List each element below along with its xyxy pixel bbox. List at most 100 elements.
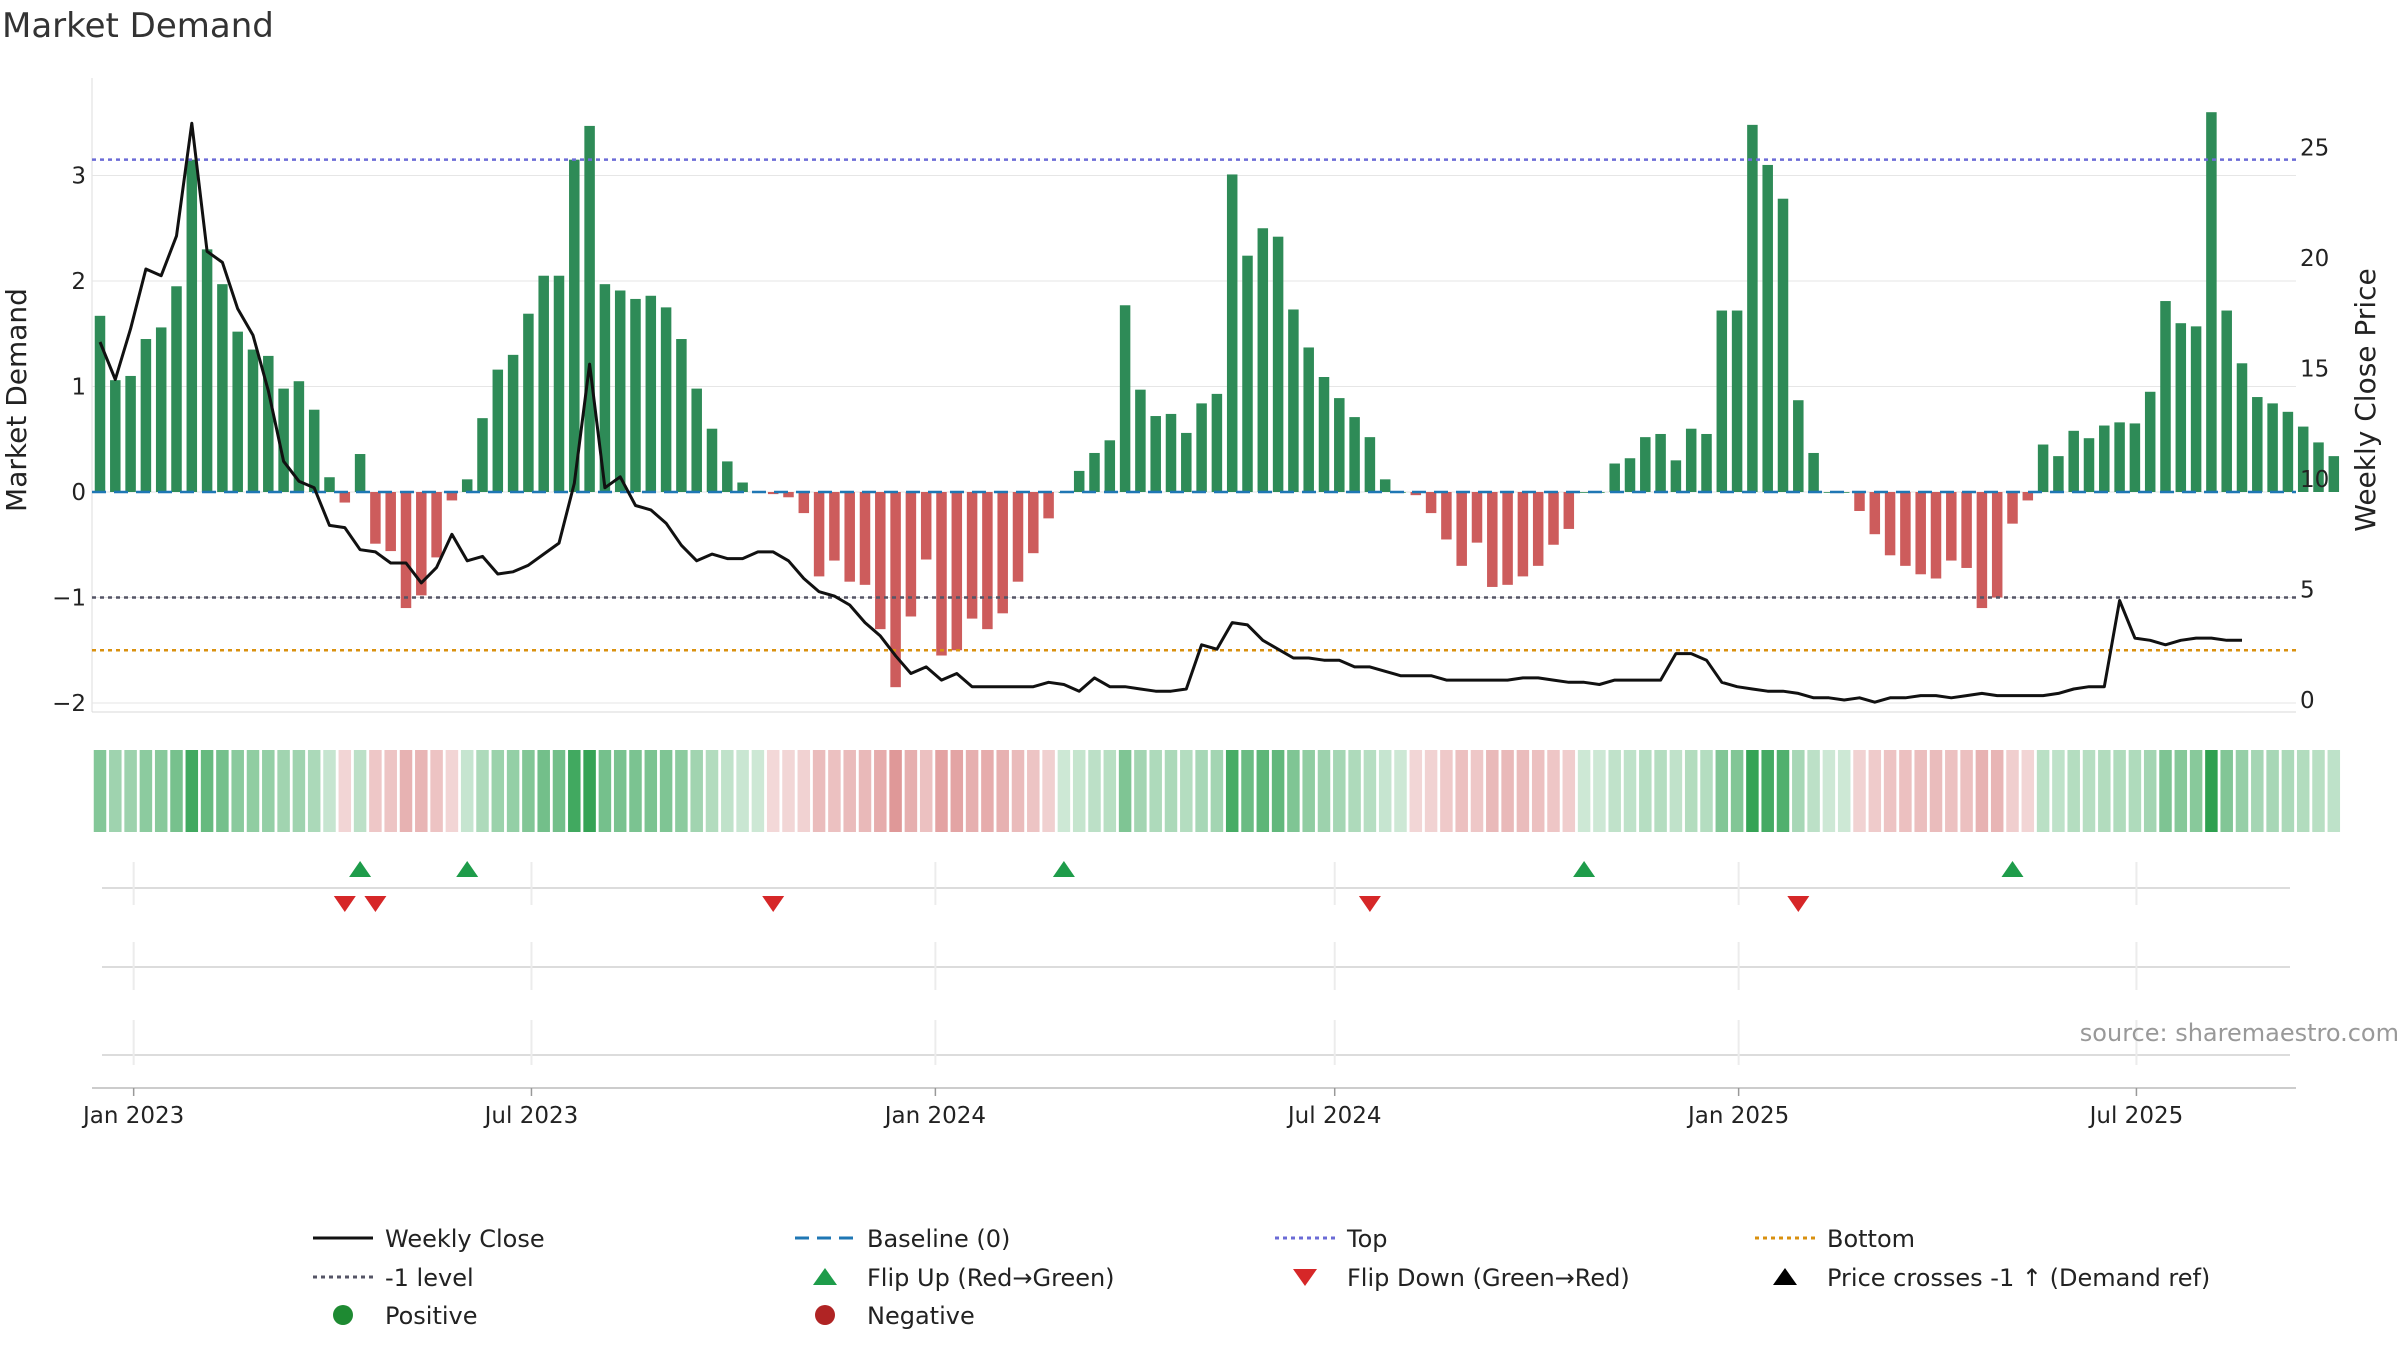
strip-cell (583, 750, 596, 832)
demand-bar (1747, 124, 1758, 493)
strip-cell (874, 750, 887, 832)
legend-label: Price crosses -1 ↑ (Demand ref) (1827, 1264, 2210, 1292)
strip-cell (2159, 750, 2172, 832)
demand-bar (737, 482, 748, 492)
demand-bar (783, 492, 794, 498)
demand-bar (1073, 470, 1085, 492)
strip-cell (736, 750, 749, 832)
strip-cell (613, 750, 627, 832)
strip-cell (1118, 750, 1132, 832)
x-tick-label: Jul 2025 (2088, 1103, 2184, 1129)
demand-bar (1640, 437, 1651, 492)
demand-bar (125, 375, 136, 492)
demand-bar (2236, 363, 2248, 492)
demand-bar (2099, 425, 2110, 492)
demand-bar (1655, 433, 1666, 492)
demand-bar (676, 339, 687, 492)
demand-bar (155, 327, 167, 492)
strip-cell (1730, 750, 1744, 832)
strip-cell (1654, 750, 1667, 832)
demand-bar (706, 428, 718, 492)
demand-bar (2297, 426, 2309, 492)
demand-bar (1441, 492, 1452, 540)
strip-cell (246, 750, 260, 832)
demand-bar (385, 492, 396, 552)
strip-cell (430, 750, 443, 832)
strip-cell (751, 750, 765, 832)
demand-bar (293, 381, 305, 492)
demand-bar (1150, 416, 1161, 492)
y-tick-label: 0 (71, 480, 86, 506)
demand-bar (1793, 400, 1804, 492)
demand-bar (1701, 433, 1712, 492)
strip-cell (445, 750, 459, 832)
demand-bar (569, 159, 580, 493)
strip-cell (1776, 750, 1790, 832)
demand-bar (2053, 456, 2064, 492)
strip-cell (460, 750, 474, 832)
demand-bar (951, 492, 963, 651)
demand-bar (1272, 236, 1284, 492)
strip-cell (2266, 750, 2279, 832)
demand-bar (507, 354, 519, 492)
strip-cell (889, 750, 902, 832)
demand-bar (798, 492, 810, 514)
strip-cell (1746, 750, 1759, 832)
strip-cell (644, 750, 658, 832)
x-tick-label: Jul 2023 (483, 1103, 579, 1129)
legend-label: Negative (867, 1302, 975, 1330)
demand-bar (2083, 438, 2095, 492)
strip-cell (1700, 750, 1713, 832)
strip-cell (2113, 750, 2126, 832)
demand-bar (1028, 492, 1039, 554)
strip-cell (1547, 750, 1560, 832)
demand-bar (1334, 398, 1345, 492)
legend-label: Flip Down (Green→Red) (1347, 1264, 1630, 1292)
strip-cell (93, 750, 107, 832)
strip-cell (843, 750, 856, 832)
demand-bar (936, 492, 947, 656)
demand-bar (461, 479, 473, 492)
strip-cell (262, 750, 275, 832)
strip-cell (415, 750, 428, 832)
demand-bar (2267, 403, 2278, 492)
source-label: source: sharemaestro.com (2080, 1019, 2399, 1047)
strip-cell (2205, 750, 2218, 832)
strip-cell (812, 750, 826, 832)
strip-cell (1883, 750, 1897, 832)
strip-cell (2006, 750, 2019, 832)
demand-bars (94, 112, 2340, 688)
demand-bar (1915, 492, 1926, 575)
strip-cell (2036, 750, 2050, 832)
strip-cell (1195, 750, 1208, 832)
strip-cell (216, 750, 229, 832)
strip-cell (705, 750, 719, 832)
demand-bar (1043, 492, 1054, 519)
demand-bar (1181, 432, 1192, 492)
demand-bar (859, 492, 871, 585)
demand-bar (1563, 492, 1575, 529)
y-tick-label: 1 (71, 375, 86, 401)
demand-bar (523, 313, 534, 492)
demand-bar (1089, 452, 1100, 492)
demand-bar (2129, 423, 2141, 492)
grid-lines (91, 78, 2296, 713)
strip-cell (858, 750, 872, 832)
strip-cell (1807, 750, 1820, 832)
strip-cell (476, 750, 489, 832)
strip-cell (1792, 750, 1805, 832)
demand-bar (844, 492, 855, 582)
strip-cell (1516, 750, 1530, 832)
weekly-close-line (98, 121, 2242, 704)
demand-bar (339, 492, 351, 503)
strip-cell (1348, 750, 1361, 832)
strip-cell (1868, 750, 1882, 832)
flip-down-marker (1787, 896, 1810, 912)
legend-label: Flip Up (Red→Green) (867, 1264, 1115, 1292)
strip-cell (1531, 750, 1545, 832)
y-axis-title: Market Demand (0, 288, 33, 512)
demand-bar (614, 290, 626, 492)
demand-bar (2007, 492, 2018, 524)
strip-cell (491, 750, 505, 832)
demand-bar (1946, 492, 1957, 561)
